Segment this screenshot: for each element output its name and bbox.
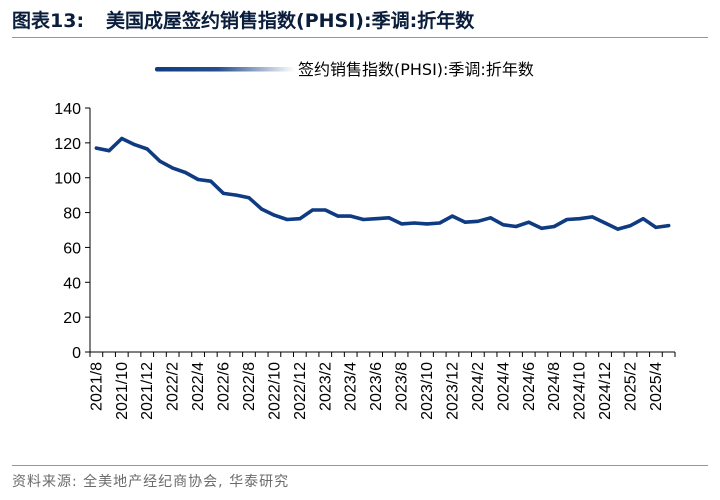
data-point: [336, 214, 340, 218]
data-point: [412, 221, 416, 225]
legend-swatch: [155, 67, 295, 72]
data-point: [234, 193, 238, 197]
x-tick-label: 2023/6: [368, 362, 385, 411]
data-point: [132, 143, 137, 147]
data-point: [667, 224, 671, 228]
data-point: [578, 217, 582, 221]
data-point: [349, 214, 353, 218]
x-tick-label: 2025/4: [648, 362, 665, 411]
x-tick-label: 2021/12: [139, 362, 156, 420]
x-tick-label: 2025/2: [622, 362, 639, 411]
data-point: [641, 217, 645, 221]
data-point: [489, 216, 493, 220]
data-point: [285, 217, 289, 222]
data-point: [374, 217, 378, 221]
data-point: [400, 222, 404, 226]
y-tick-label: 60: [63, 240, 81, 257]
x-tick-label: 2024/4: [495, 362, 512, 411]
legend-label: 签约销售指数(PHSI):季调:折年数: [298, 60, 534, 79]
data-point: [247, 196, 251, 200]
data-point: [565, 217, 569, 222]
x-tick-label: 2021/8: [88, 362, 105, 411]
x-tick-label: 2024/10: [572, 362, 589, 420]
line-chart: 签约销售指数(PHSI):季调:折年数 0 20 40 60 80 100 120 140 20…: [54, 60, 676, 420]
data-point: [603, 221, 607, 225]
data-point: [145, 147, 149, 151]
data-point: [323, 208, 327, 212]
y-tick-label: 120: [54, 136, 81, 153]
data-point: [171, 166, 175, 170]
y-tick-label: 0: [72, 345, 81, 362]
data-point: [94, 146, 98, 150]
data-point: [272, 213, 276, 217]
source-note: 资料来源: 全美地产经纪商协会, 华泰研究: [12, 474, 290, 490]
figure-label: 图表13:: [12, 10, 85, 32]
data-point: [120, 136, 124, 141]
data-point: [450, 214, 454, 218]
data-point: [501, 223, 505, 227]
x-tick-label: 2022/8: [241, 362, 258, 411]
data-point: [654, 225, 658, 229]
data-point: [209, 179, 213, 183]
data-point: [438, 221, 442, 225]
x-tick-label: 2022/10: [266, 362, 283, 420]
x-tick-label: 2022/12: [292, 362, 309, 420]
x-tick-label: 2021/10: [114, 362, 131, 420]
data-point: [260, 207, 264, 211]
footer-divider: [12, 465, 708, 466]
title-divider: [12, 37, 708, 38]
data-point: [527, 220, 531, 224]
data-point: [298, 217, 302, 221]
y-tick-label: 140: [54, 101, 81, 118]
x-tick-label: 2023/12: [444, 362, 461, 420]
data-point: [107, 149, 111, 153]
series-line: [94, 136, 671, 231]
x-tick-label: 2024/12: [597, 362, 614, 420]
x-tick-label: 2023/10: [419, 362, 436, 420]
data-point: [476, 219, 480, 223]
y-tick-label: 80: [63, 206, 81, 223]
data-point: [361, 217, 365, 222]
x-tick-label: 2024/6: [521, 362, 538, 411]
data-point: [590, 215, 594, 219]
chart-title: 图表13: 美国成屋签约销售指数(PHSI):季调:折年数: [12, 6, 474, 36]
y-tick-label: 20: [63, 310, 81, 327]
data-point: [552, 224, 556, 229]
data-point: [514, 224, 518, 229]
data-point: [628, 224, 633, 228]
data-point: [616, 227, 620, 231]
data-point: [425, 222, 429, 226]
x-tick-label: 2024/8: [546, 362, 563, 411]
x-tick-label: 2024/2: [470, 362, 487, 411]
data-point: [539, 226, 544, 230]
x-tick-label: 2023/2: [317, 362, 334, 411]
data-point: [183, 170, 187, 175]
data-point: [311, 208, 315, 212]
data-point: [158, 159, 162, 163]
x-tick-label: 2022/2: [165, 362, 182, 411]
data-point: [221, 191, 226, 195]
figure-title: 美国成屋签约销售指数(PHSI):季调:折年数: [106, 10, 475, 32]
data-point: [387, 216, 391, 220]
x-tick-label: 2023/8: [394, 362, 411, 411]
x-tick-label: 2022/4: [190, 362, 207, 411]
data-point: [196, 177, 200, 182]
y-tick-label: 40: [63, 275, 81, 292]
x-tick-label: 2023/4: [343, 362, 360, 411]
data-point: [463, 220, 467, 224]
y-tick-label: 100: [54, 171, 81, 188]
x-tick-label: 2022/6: [216, 362, 233, 411]
